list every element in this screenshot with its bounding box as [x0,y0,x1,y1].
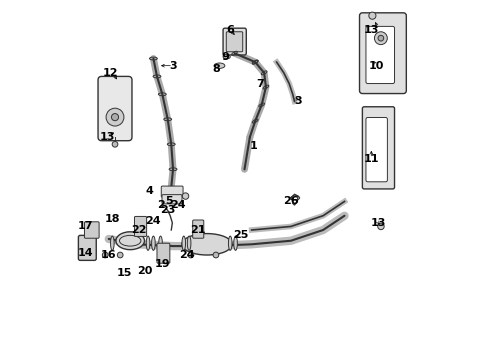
FancyBboxPatch shape [78,235,96,260]
Text: 16: 16 [101,250,116,260]
Text: 11: 11 [363,154,378,163]
Ellipse shape [182,236,185,250]
Ellipse shape [233,236,237,250]
Ellipse shape [159,236,162,250]
Text: 14: 14 [78,248,93,258]
Circle shape [111,113,118,121]
Ellipse shape [110,236,114,250]
Circle shape [106,108,123,126]
FancyBboxPatch shape [98,76,132,141]
Text: 7: 7 [256,78,264,89]
Text: 12: 12 [102,68,118,78]
Circle shape [112,141,118,147]
Text: 3: 3 [169,61,177,71]
Text: 13: 13 [370,218,386,228]
Text: 9: 9 [221,52,228,62]
Text: 10: 10 [368,61,384,71]
Ellipse shape [223,55,230,59]
Text: 4: 4 [145,186,153,196]
Circle shape [374,32,386,45]
Text: 15: 15 [117,268,132,278]
Text: 17: 17 [78,221,93,231]
Text: 8: 8 [212,64,219,74]
Text: 19: 19 [154,259,170,269]
Ellipse shape [116,232,144,249]
Ellipse shape [146,236,149,250]
FancyBboxPatch shape [161,186,183,197]
Text: 26: 26 [283,197,298,206]
Text: 21: 21 [190,225,205,235]
Ellipse shape [228,236,231,250]
Text: 13: 13 [99,132,114,142]
Text: 23: 23 [160,205,175,215]
FancyBboxPatch shape [362,107,394,189]
FancyBboxPatch shape [134,216,146,237]
Text: 3: 3 [294,96,301,107]
Ellipse shape [151,236,155,250]
FancyBboxPatch shape [365,117,386,182]
Text: 22: 22 [131,225,146,235]
Text: 1: 1 [249,141,257,151]
Circle shape [188,252,193,258]
Text: 25: 25 [233,230,248,240]
Circle shape [102,252,108,258]
FancyBboxPatch shape [84,222,99,238]
Text: 2: 2 [156,200,164,210]
Ellipse shape [214,63,224,68]
FancyBboxPatch shape [365,26,394,84]
Text: 6: 6 [226,25,234,35]
Circle shape [377,223,384,230]
FancyBboxPatch shape [162,195,182,204]
Text: 13: 13 [363,25,378,35]
Circle shape [182,193,188,199]
Circle shape [368,12,375,19]
Text: 5: 5 [165,197,173,206]
Ellipse shape [187,236,190,250]
Text: 20: 20 [137,266,152,276]
Text: 24: 24 [170,200,186,210]
Circle shape [213,252,218,258]
FancyBboxPatch shape [226,32,242,52]
FancyBboxPatch shape [157,243,169,263]
FancyBboxPatch shape [359,13,406,94]
Circle shape [117,252,123,258]
Ellipse shape [182,234,231,255]
Circle shape [377,35,383,41]
Text: 18: 18 [104,214,120,224]
Text: 24: 24 [145,216,161,226]
FancyBboxPatch shape [223,28,246,55]
FancyBboxPatch shape [192,220,203,238]
Text: 24: 24 [179,250,195,260]
